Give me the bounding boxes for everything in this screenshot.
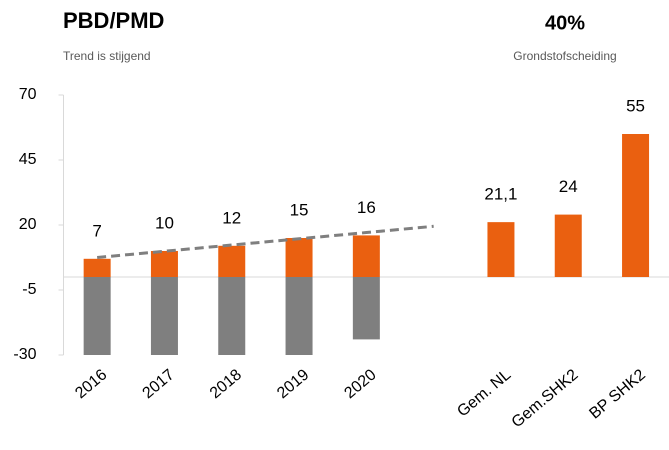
chart-subtitle: Trend is stijgend (63, 49, 151, 63)
bar (218, 277, 246, 355)
bar (285, 277, 313, 355)
data-label: 10 (155, 213, 174, 232)
bar (554, 214, 582, 277)
data-label: 24 (559, 177, 578, 196)
bar (285, 238, 313, 277)
x-tick-label: 2017 (140, 366, 178, 402)
kpi-label: Grondstofscheiding (513, 49, 616, 63)
data-label: 55 (626, 96, 645, 115)
x-tick-label: 2018 (207, 366, 245, 402)
chart-title: PBD/PMD (63, 8, 164, 33)
data-label: 15 (290, 200, 309, 219)
bar (622, 134, 650, 277)
bar (218, 245, 246, 277)
y-tick-label: 45 (19, 151, 37, 168)
x-tick-label: Gem.SHK2 (509, 366, 582, 431)
bar (83, 277, 111, 355)
x-tick-label: Gem. NL (454, 366, 514, 420)
bar (352, 235, 380, 277)
x-tick-label: 2019 (274, 366, 312, 402)
bar (487, 222, 515, 277)
data-label: 12 (222, 208, 241, 227)
bar (352, 277, 380, 340)
x-tick-label: BP SHK2 (586, 366, 649, 422)
bar (150, 251, 178, 277)
x-tick-label: 2016 (72, 366, 110, 402)
y-tick-label: 20 (19, 216, 37, 233)
data-label: 7 (92, 221, 101, 240)
y-tick-label: -5 (22, 281, 36, 298)
bar (83, 258, 111, 277)
data-label: 21,1 (484, 185, 517, 204)
x-tick-label: 2020 (341, 366, 379, 402)
kpi-value: 40% (545, 12, 585, 34)
bar (150, 277, 178, 355)
trend-line (97, 224, 434, 259)
y-tick-label: 70 (19, 86, 37, 103)
y-tick-label: -30 (13, 346, 36, 363)
data-label: 16 (357, 198, 376, 217)
